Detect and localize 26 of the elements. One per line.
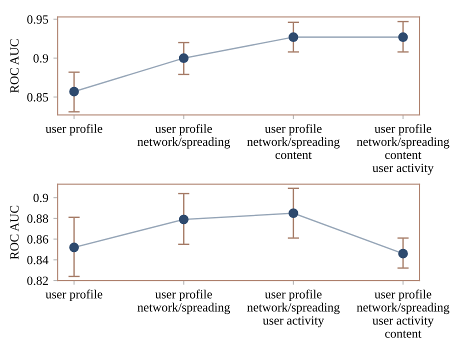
x-tick-label: user profile	[46, 124, 102, 136]
point	[69, 86, 79, 96]
x-tick-label: user profile network/spreading	[138, 290, 230, 314]
point	[69, 242, 79, 252]
y-tick-label: 0.84	[27, 256, 48, 264]
y-axis-title: ROC AUC	[10, 206, 19, 260]
y-tick-label: 0.86	[27, 235, 48, 244]
point	[178, 53, 189, 63]
y-axis-title: ROC AUC	[10, 39, 19, 93]
y-tick-label: 0.88	[27, 214, 48, 223]
point	[288, 32, 298, 42]
y-tick-label: 0.95	[27, 15, 48, 24]
point	[178, 214, 189, 224]
y-tick-label: 0.9	[33, 54, 48, 63]
point	[398, 32, 408, 42]
x-tick-label: user profile network/spreading user activity content	[356, 290, 450, 338]
x-tick-label: user profile network/spreading user activity	[247, 290, 340, 328]
y-tick-label: 0.85	[27, 93, 48, 102]
y-tick-label: 0.9	[33, 194, 48, 202]
x-tick-label: user profile network/spreading content user activity	[356, 124, 450, 175]
x-tick-label: user profile	[46, 290, 102, 302]
y-tick-label: 0.82	[27, 276, 48, 286]
x-tick-label: user profile network/spreading content	[247, 124, 340, 160]
x-tick-label: user profile network/spreading	[138, 124, 230, 149]
point	[288, 208, 298, 218]
point	[398, 248, 408, 258]
